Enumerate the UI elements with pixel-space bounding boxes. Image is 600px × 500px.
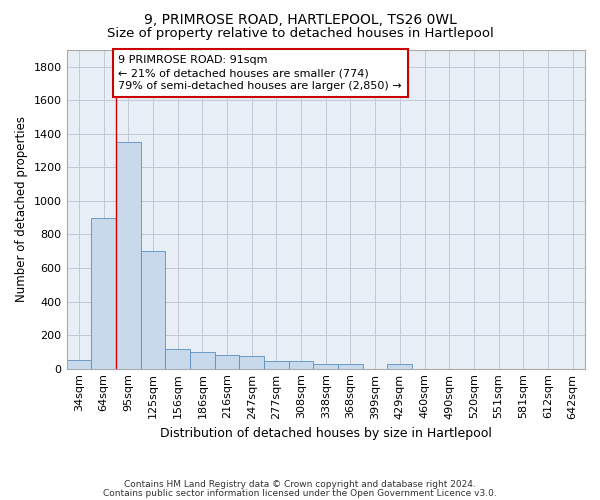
Bar	[264, 361, 289, 368]
Bar	[289, 361, 313, 368]
Bar	[190, 352, 215, 368]
Y-axis label: Number of detached properties: Number of detached properties	[15, 116, 28, 302]
Bar	[165, 348, 190, 368]
Bar	[140, 252, 165, 368]
Bar	[91, 218, 116, 368]
Text: Contains public sector information licensed under the Open Government Licence v3: Contains public sector information licen…	[103, 489, 497, 498]
Text: Contains HM Land Registry data © Crown copyright and database right 2024.: Contains HM Land Registry data © Crown c…	[124, 480, 476, 489]
Text: 9, PRIMROSE ROAD, HARTLEPOOL, TS26 0WL: 9, PRIMROSE ROAD, HARTLEPOOL, TS26 0WL	[143, 12, 457, 26]
Text: 9 PRIMROSE ROAD: 91sqm
← 21% of detached houses are smaller (774)
79% of semi-de: 9 PRIMROSE ROAD: 91sqm ← 21% of detached…	[118, 55, 402, 92]
Bar	[67, 360, 91, 368]
Bar	[215, 356, 239, 368]
Bar	[116, 142, 140, 368]
Text: Size of property relative to detached houses in Hartlepool: Size of property relative to detached ho…	[107, 28, 493, 40]
Bar	[313, 364, 338, 368]
Bar	[388, 364, 412, 368]
Bar	[338, 364, 363, 368]
X-axis label: Distribution of detached houses by size in Hartlepool: Distribution of detached houses by size …	[160, 427, 492, 440]
Bar	[239, 356, 264, 368]
